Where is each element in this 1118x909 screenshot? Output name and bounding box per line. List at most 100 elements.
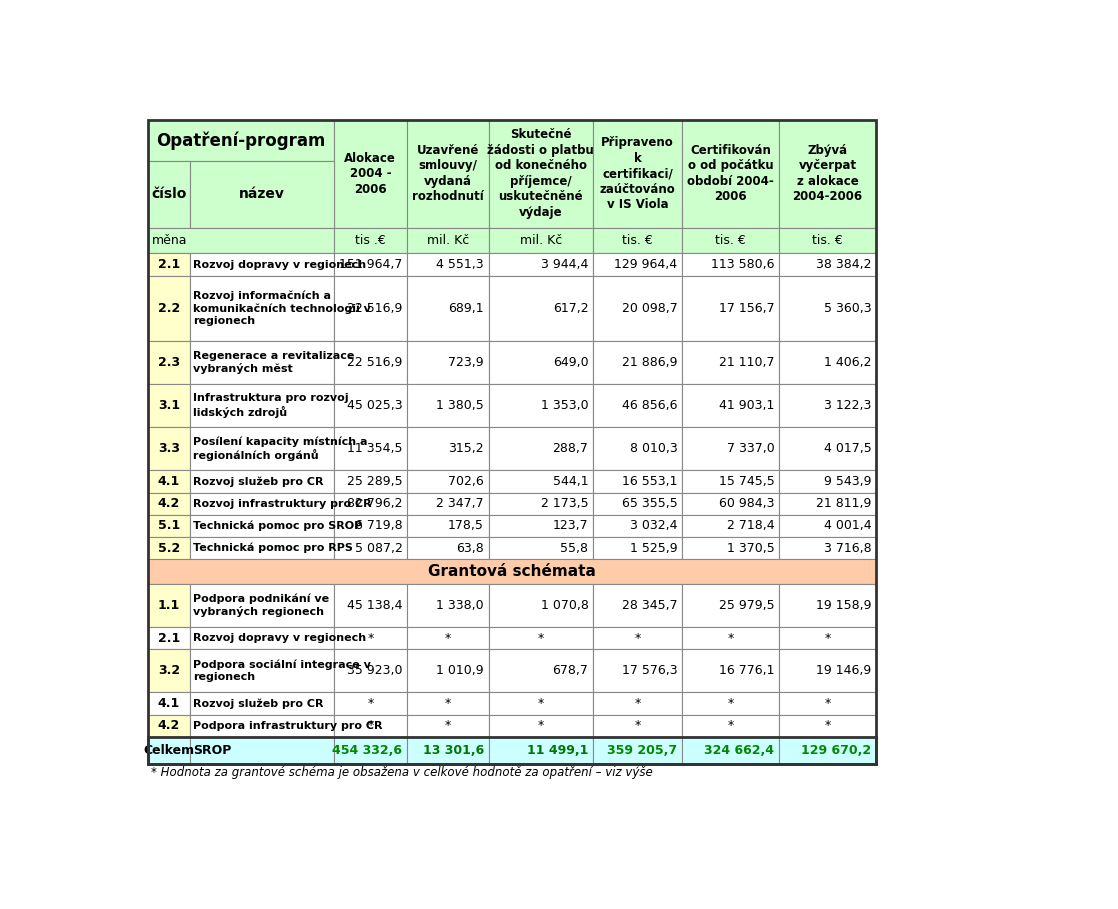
Text: 11 354,5: 11 354,5: [347, 443, 402, 455]
Bar: [148, 227, 333, 254]
Text: 19 146,9: 19 146,9: [816, 664, 871, 677]
Text: tis. €: tis. €: [812, 234, 843, 247]
Bar: [148, 120, 877, 764]
Bar: [489, 493, 594, 514]
Text: 21 811,9: 21 811,9: [816, 497, 871, 510]
Text: 65 355,5: 65 355,5: [622, 497, 678, 510]
Bar: [489, 470, 594, 493]
Text: 3 944,4: 3 944,4: [541, 258, 588, 271]
Text: Celkem: Celkem: [143, 744, 195, 756]
Text: měna: měna: [152, 234, 188, 247]
Bar: [682, 470, 779, 493]
Text: 359 205,7: 359 205,7: [607, 744, 678, 756]
Text: mil. Kč: mil. Kč: [427, 234, 468, 247]
Bar: [148, 537, 190, 559]
Bar: [407, 427, 489, 470]
Bar: [407, 120, 489, 227]
Text: 8 010,3: 8 010,3: [629, 443, 678, 455]
Bar: [594, 227, 682, 254]
Bar: [148, 254, 190, 275]
Bar: [489, 120, 594, 227]
Bar: [148, 427, 190, 470]
Bar: [489, 427, 594, 470]
Text: Opatření-program: Opatření-program: [155, 131, 325, 149]
Bar: [682, 427, 779, 470]
Text: 454 332,6: 454 332,6: [332, 744, 402, 756]
Bar: [489, 254, 594, 275]
Bar: [333, 385, 407, 427]
Bar: [148, 385, 190, 427]
Text: Rozvoj dopravy v regionech: Rozvoj dopravy v regionech: [193, 260, 367, 270]
Bar: [333, 627, 407, 649]
Text: 151 964,7: 151 964,7: [339, 258, 402, 271]
Bar: [779, 227, 877, 254]
Text: Alokace
2004 -
2006: Alokace 2004 - 2006: [344, 152, 396, 195]
Bar: [190, 537, 333, 559]
Bar: [407, 254, 489, 275]
Text: 1 070,8: 1 070,8: [541, 599, 588, 612]
Bar: [190, 275, 333, 341]
Text: 123,7: 123,7: [552, 519, 588, 533]
Text: 25 979,5: 25 979,5: [719, 599, 775, 612]
Bar: [333, 254, 407, 275]
Text: 45 138,4: 45 138,4: [347, 599, 402, 612]
Text: název: název: [239, 187, 285, 201]
Bar: [779, 584, 877, 627]
Text: 5 087,2: 5 087,2: [354, 542, 402, 554]
Text: 4 551,3: 4 551,3: [436, 258, 484, 271]
Bar: [148, 493, 190, 514]
Bar: [333, 649, 407, 693]
Bar: [682, 341, 779, 385]
Bar: [407, 627, 489, 649]
Bar: [779, 693, 877, 714]
Bar: [779, 737, 877, 764]
Text: Podpora podnikání ve
vybraných regionech: Podpora podnikání ve vybraných regionech: [193, 594, 330, 617]
Bar: [190, 584, 333, 627]
Bar: [190, 341, 333, 385]
Bar: [489, 514, 594, 537]
Text: *: *: [538, 697, 544, 710]
Bar: [190, 470, 333, 493]
Bar: [594, 493, 682, 514]
Text: tis. €: tis. €: [623, 234, 653, 247]
Bar: [148, 275, 190, 341]
Bar: [407, 537, 489, 559]
Text: * Hodnota za grantové schéma je obsažena v celkové hodnotě za opatření – viz výš: * Hodnota za grantové schéma je obsažena…: [151, 766, 652, 779]
Text: 38 384,2: 38 384,2: [816, 258, 871, 271]
Text: 19 158,9: 19 158,9: [816, 599, 871, 612]
Bar: [333, 227, 407, 254]
Text: *: *: [538, 719, 544, 732]
Text: Rozvoj infrastruktury pro CR: Rozvoj infrastruktury pro CR: [193, 499, 372, 509]
Bar: [779, 120, 877, 227]
Bar: [148, 470, 190, 493]
Text: 5.2: 5.2: [158, 542, 180, 554]
Text: Technická pomoc pro SROP: Technická pomoc pro SROP: [193, 521, 362, 531]
Text: *: *: [824, 697, 831, 710]
Text: Certifikován
o od počátku
období 2004-
2006: Certifikován o od počátku období 2004- 2…: [688, 144, 774, 204]
Text: 3.3: 3.3: [158, 443, 180, 455]
Text: 1 370,5: 1 370,5: [727, 542, 775, 554]
Bar: [190, 649, 333, 693]
Bar: [594, 693, 682, 714]
Bar: [489, 714, 594, 737]
Bar: [682, 693, 779, 714]
Text: 544,1: 544,1: [552, 474, 588, 488]
Bar: [333, 470, 407, 493]
Bar: [407, 493, 489, 514]
Text: 60 984,3: 60 984,3: [719, 497, 775, 510]
Text: Rozvoj dopravy v regionech: Rozvoj dopravy v regionech: [193, 633, 367, 643]
Bar: [682, 385, 779, 427]
Text: 1 406,2: 1 406,2: [824, 356, 871, 369]
Text: 129 964,4: 129 964,4: [615, 258, 678, 271]
Text: *: *: [367, 632, 373, 644]
Text: 46 856,6: 46 856,6: [622, 399, 678, 412]
Text: 2.2: 2.2: [158, 302, 180, 315]
Bar: [779, 537, 877, 559]
Bar: [594, 254, 682, 275]
Text: *: *: [538, 632, 544, 644]
Bar: [682, 584, 779, 627]
Bar: [148, 737, 190, 764]
Bar: [779, 254, 877, 275]
Text: 1 525,9: 1 525,9: [629, 542, 678, 554]
Text: 723,9: 723,9: [448, 356, 484, 369]
